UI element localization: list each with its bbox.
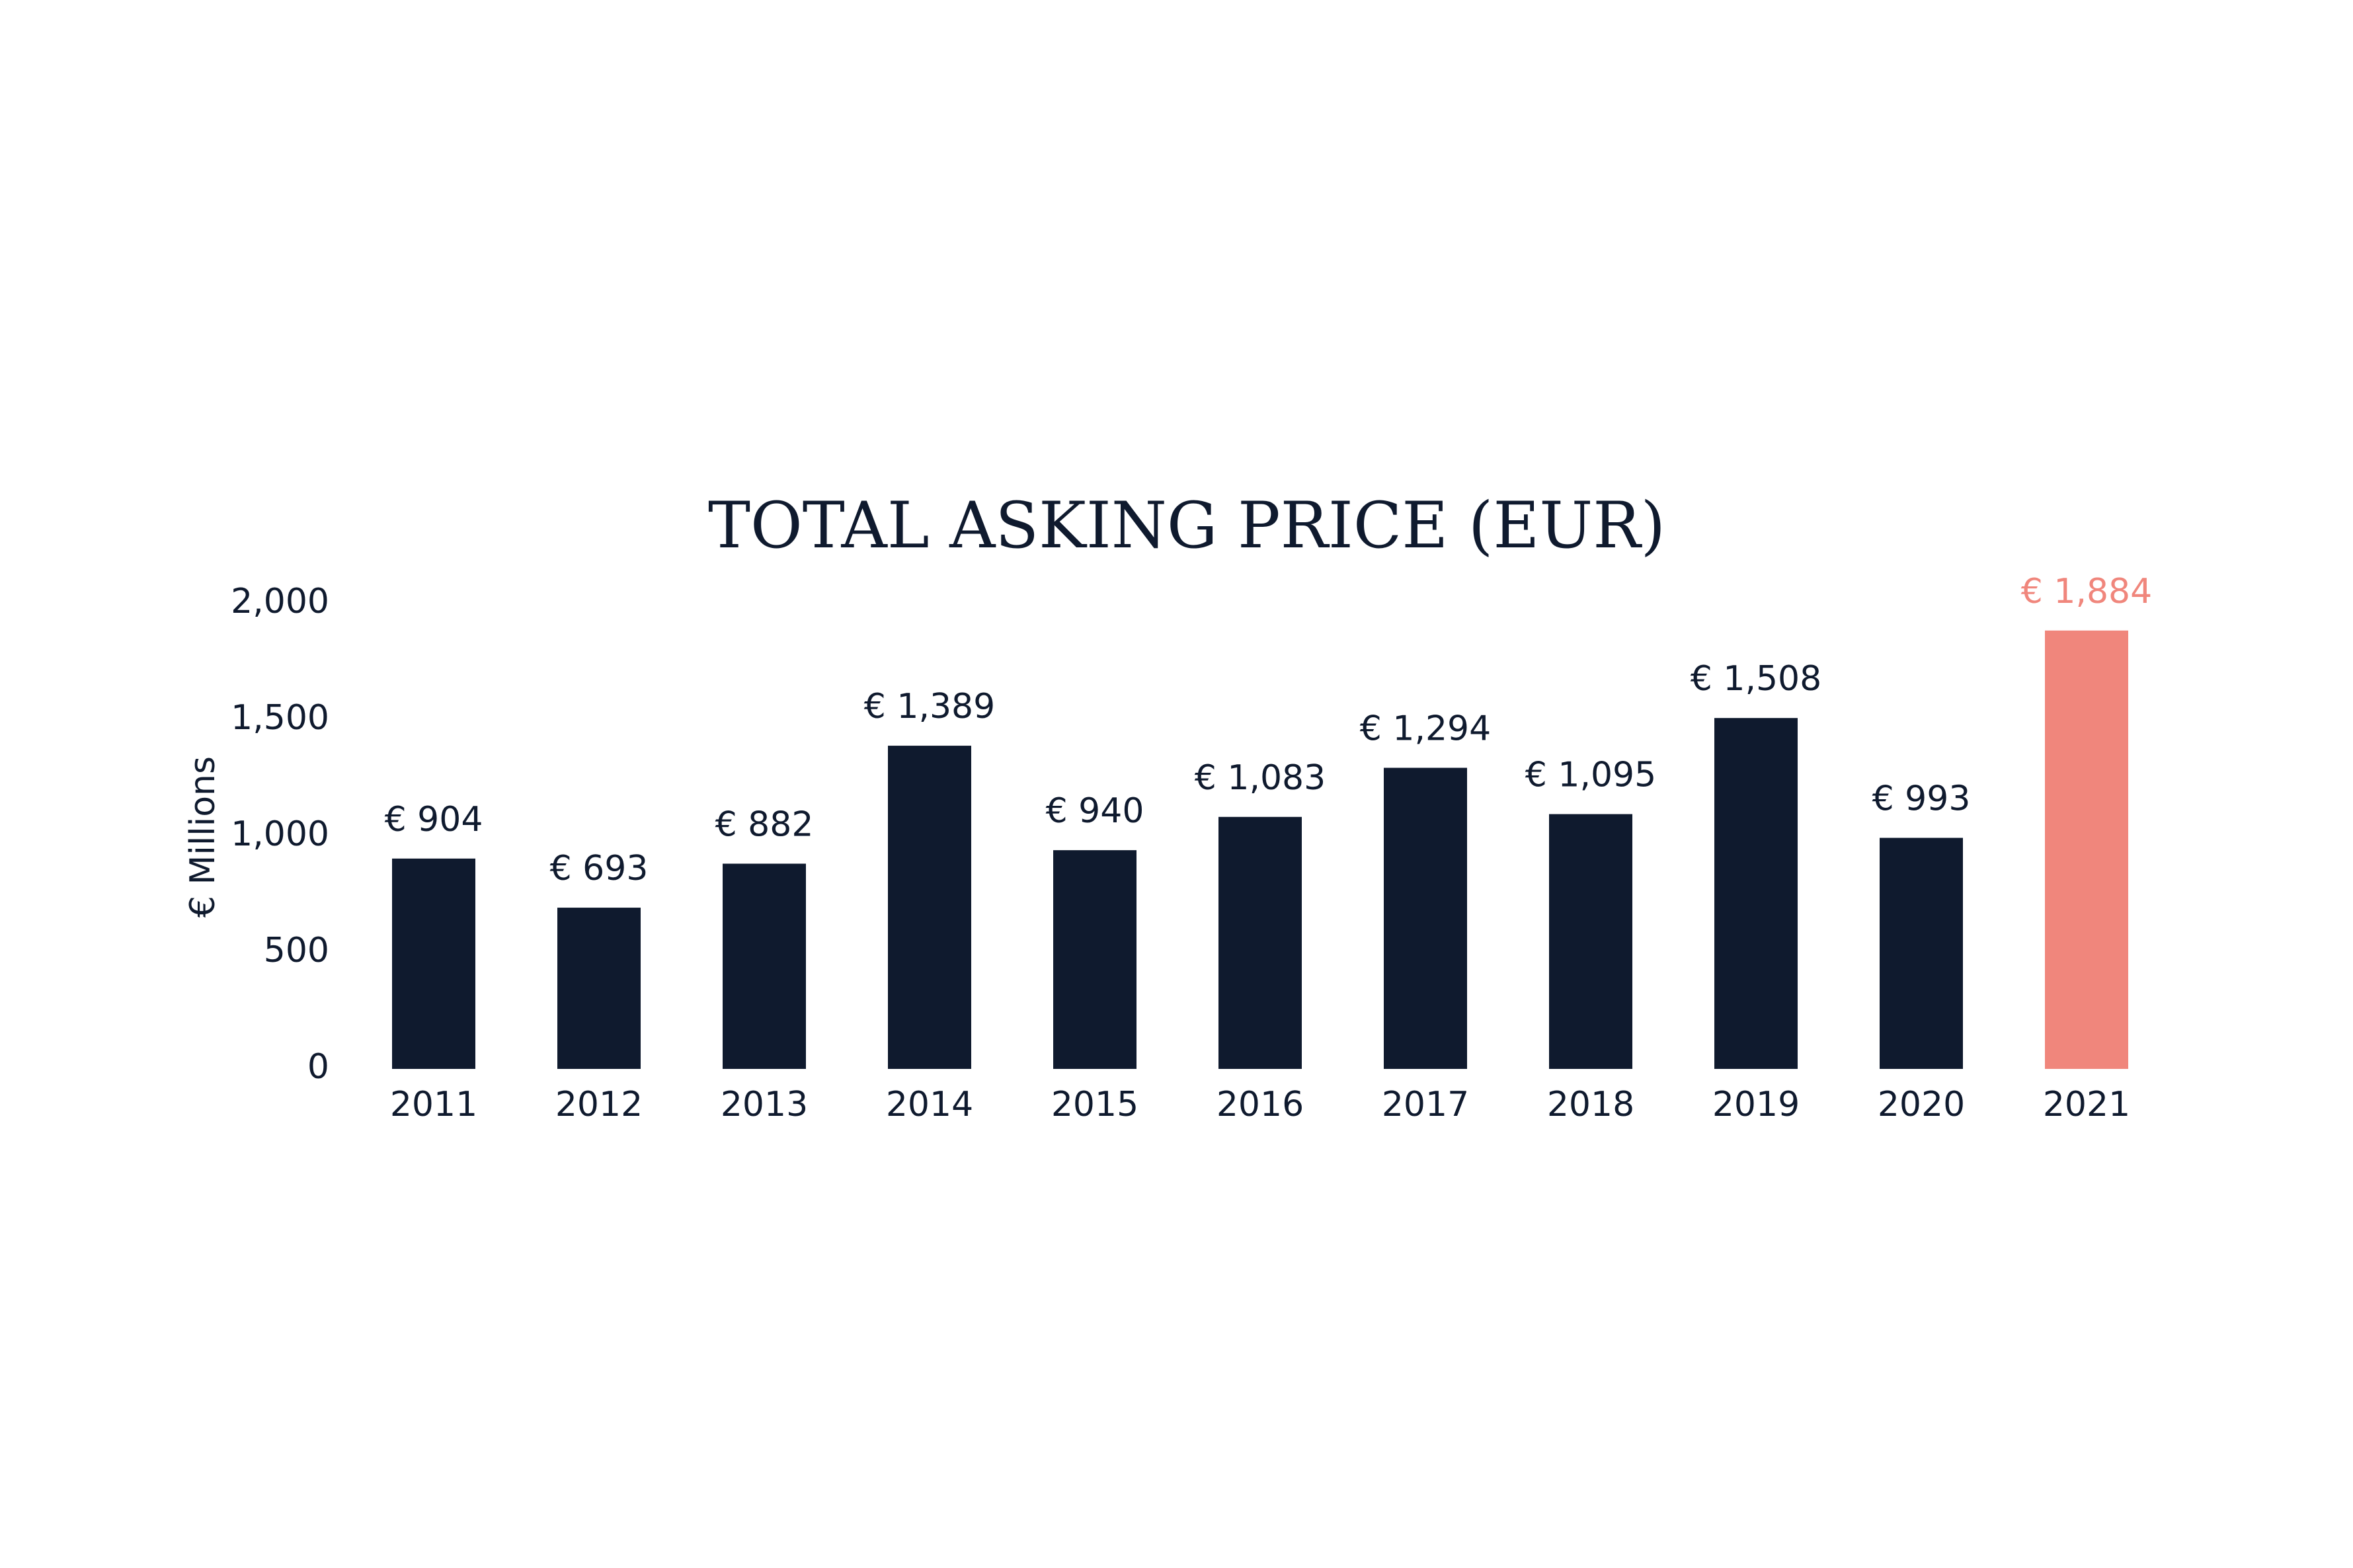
y-tick-label: 2,000	[231, 582, 329, 621]
bar	[1549, 814, 1632, 1069]
y-tick-label: 1,000	[231, 814, 329, 854]
x-tick-label: 2021	[2043, 1085, 2130, 1124]
value-label: € 993	[1872, 779, 1971, 818]
x-tick-label: 2013	[721, 1085, 808, 1124]
value-label: € 1,884	[2021, 572, 2152, 611]
x-tick-label: 2017	[1382, 1085, 1469, 1124]
x-tick-label: 2020	[1878, 1085, 1965, 1124]
x-tick-label: 2014	[886, 1085, 973, 1124]
bar	[888, 746, 971, 1069]
bar	[392, 858, 475, 1069]
bar	[2045, 630, 2128, 1069]
x-tick-label: 2018	[1547, 1085, 1634, 1124]
chart-title: TOTAL ASKING PRICE (EUR)	[708, 489, 1665, 563]
bar	[1053, 850, 1137, 1069]
x-tick-label: 2015	[1051, 1085, 1138, 1124]
x-tick-label: 2012	[555, 1085, 643, 1124]
bar	[1384, 767, 1467, 1069]
y-tick-label: 500	[264, 931, 329, 970]
x-tick-label: 2011	[390, 1085, 477, 1124]
value-label: € 1,294	[1360, 709, 1491, 749]
value-label: € 1,508	[1691, 659, 1821, 699]
x-tick-label: 2019	[1712, 1085, 1800, 1124]
y-axis-label: € Millions	[183, 756, 223, 918]
bar	[1880, 838, 1963, 1069]
value-label: € 693	[550, 849, 649, 888]
value-label: € 904	[385, 800, 483, 840]
y-tick-label: 1,500	[231, 698, 329, 738]
bar	[1218, 816, 1302, 1069]
x-tick-label: 2016	[1216, 1085, 1304, 1124]
value-label: € 1,095	[1525, 756, 1656, 795]
value-label: € 1,083	[1195, 758, 1326, 798]
value-label: € 882	[715, 805, 814, 845]
value-label: € 940	[1046, 791, 1144, 831]
bar	[557, 908, 641, 1069]
bar	[723, 863, 806, 1069]
bar	[1714, 718, 1798, 1069]
y-tick-label: 0	[307, 1047, 329, 1087]
value-label: € 1,389	[864, 687, 995, 726]
